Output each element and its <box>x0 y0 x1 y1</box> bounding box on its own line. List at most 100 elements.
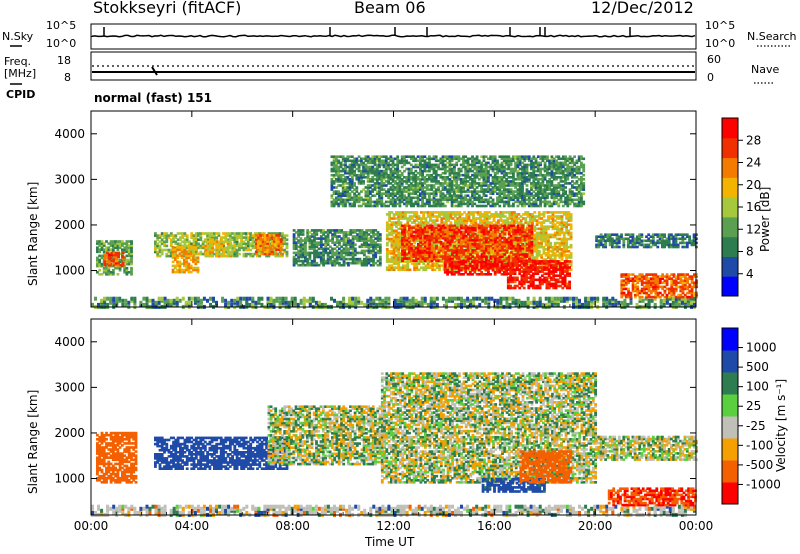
data-cell <box>547 245 550 249</box>
data-cell <box>257 240 260 243</box>
data-cell <box>376 243 380 246</box>
data-cell <box>259 234 263 237</box>
data-cell <box>183 254 187 258</box>
data-cell <box>222 244 225 248</box>
data-cell <box>304 249 307 253</box>
power-panel-bg <box>91 111 696 307</box>
data-cell <box>492 215 496 218</box>
data-cell <box>183 250 186 253</box>
data-cell <box>489 273 493 276</box>
data-cell <box>185 246 189 250</box>
data-cell <box>395 217 398 220</box>
data-cell <box>490 248 494 251</box>
data-cell <box>194 244 198 248</box>
data-cell <box>385 237 389 241</box>
data-cell <box>189 264 193 268</box>
data-cell <box>285 242 289 246</box>
noise-cell <box>429 296 433 301</box>
noise-cell <box>399 298 403 303</box>
noise-cell <box>308 302 312 307</box>
data-cell <box>156 238 160 241</box>
data-cell <box>360 239 364 242</box>
data-cell <box>171 264 175 268</box>
data-cell <box>229 254 233 258</box>
data-cell <box>249 244 253 248</box>
data-cell <box>297 257 300 261</box>
data-cell <box>326 229 330 232</box>
noise-cell <box>626 302 630 307</box>
data-cell <box>463 221 466 224</box>
noise-cell <box>345 302 349 307</box>
data-cell <box>363 245 366 249</box>
data-cell <box>322 251 325 255</box>
data-cell <box>103 255 107 259</box>
data-cell <box>547 239 550 243</box>
data-cell <box>117 263 120 267</box>
data-cell <box>156 252 160 256</box>
data-cell <box>358 237 362 240</box>
data-cell <box>107 273 111 276</box>
data-cell <box>390 229 394 233</box>
data-cell <box>100 244 104 247</box>
data-cell <box>422 215 425 218</box>
data-cell <box>192 234 196 237</box>
data-cell <box>540 245 543 249</box>
data-cell <box>326 243 330 246</box>
data-cell <box>537 254 541 257</box>
data-cell <box>351 253 355 257</box>
data-cell <box>515 217 519 220</box>
data-cell <box>501 233 505 237</box>
noise-cell <box>215 302 218 307</box>
data-cell <box>308 235 312 238</box>
data-cell <box>121 257 125 261</box>
data-cell <box>499 211 503 214</box>
data-cell <box>247 236 250 239</box>
data-cell <box>257 246 260 249</box>
data-cell <box>335 249 339 253</box>
data-cell <box>547 243 550 247</box>
data-cell <box>108 255 111 259</box>
data-cell <box>109 273 113 276</box>
data-cell <box>204 254 208 258</box>
noise-cell <box>614 302 618 307</box>
data-cell <box>540 235 543 239</box>
data-cell <box>356 235 359 238</box>
noise-cell <box>115 302 119 307</box>
data-cell <box>188 244 191 248</box>
data-cell <box>395 241 398 245</box>
data-cell <box>306 233 310 236</box>
data-cell <box>501 215 505 218</box>
data-cell <box>283 250 287 254</box>
data-cell <box>535 221 539 224</box>
data-cell <box>235 250 239 254</box>
data-cell <box>390 250 394 253</box>
data-cell <box>488 254 491 257</box>
data-cell <box>176 232 180 235</box>
data-cell <box>226 238 230 241</box>
data-cell <box>123 250 127 254</box>
data-cell <box>454 211 457 214</box>
noise-cell <box>469 302 473 307</box>
data-cell <box>283 238 287 241</box>
noise-cell <box>454 296 457 301</box>
data-cell <box>297 249 300 253</box>
data-cell <box>542 211 546 214</box>
data-cell <box>397 221 401 224</box>
data-cell <box>376 263 380 267</box>
data-cell <box>540 225 543 228</box>
data-cell <box>542 229 546 233</box>
data-cell <box>301 255 305 259</box>
data-cell <box>537 211 541 214</box>
data-cell <box>435 264 439 267</box>
noise-cell <box>584 298 588 303</box>
data-cell <box>549 217 553 220</box>
data-cell <box>299 255 303 259</box>
data-cell <box>533 250 537 253</box>
data-cell <box>397 223 401 226</box>
data-cell <box>180 252 184 255</box>
data-cell <box>522 286 526 290</box>
data-cell <box>378 235 382 238</box>
data-cell <box>349 243 353 246</box>
data-cell <box>171 248 175 251</box>
data-cell <box>231 232 234 235</box>
